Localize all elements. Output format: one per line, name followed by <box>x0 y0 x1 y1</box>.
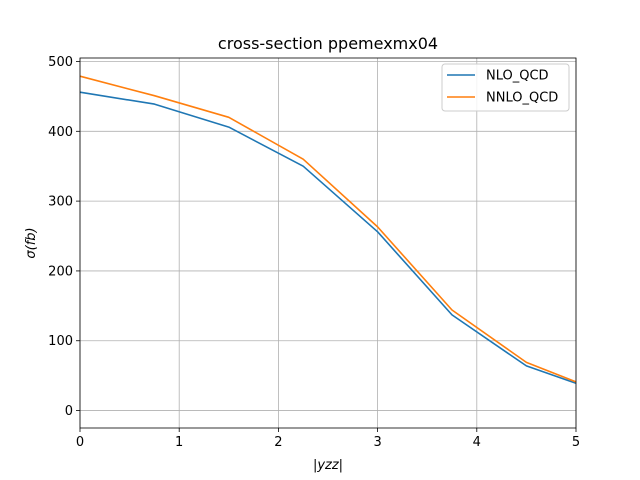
plot-frame <box>79 57 577 429</box>
x-tick-label: 2 <box>274 435 282 450</box>
series-line-nnlo-qcd <box>79 75 577 383</box>
y-tick-label: 400 <box>48 125 73 140</box>
legend-label: NNLO_QCD <box>486 91 558 106</box>
axis-ticks: 0 1 2 3 4 5 0 100 200 300 400 500 <box>48 55 580 450</box>
x-axis-label: |yzz| <box>313 458 343 473</box>
y-tick-label: 500 <box>48 55 73 70</box>
x-tick-label: 4 <box>473 435 481 450</box>
y-tick-label: 200 <box>48 264 73 279</box>
x-tick-label: 5 <box>572 435 580 450</box>
x-tick-label: 0 <box>76 435 84 450</box>
legend-label: NLO_QCD <box>486 69 549 84</box>
x-tick-label: 1 <box>175 435 183 450</box>
y-axis-label: σ(fb) <box>24 227 39 258</box>
y-tick-label: 100 <box>48 334 73 349</box>
y-tick-label: 0 <box>65 404 73 419</box>
chart-title: cross-section ppemexmx04 <box>218 34 438 53</box>
y-tick-label: 300 <box>48 195 73 210</box>
x-tick-label: 3 <box>373 435 381 450</box>
grid <box>79 58 577 428</box>
series-lines <box>79 75 577 385</box>
series-line-nlo-qcd <box>79 91 577 385</box>
legend: NLO_QCD NNLO_QCD <box>441 63 570 112</box>
